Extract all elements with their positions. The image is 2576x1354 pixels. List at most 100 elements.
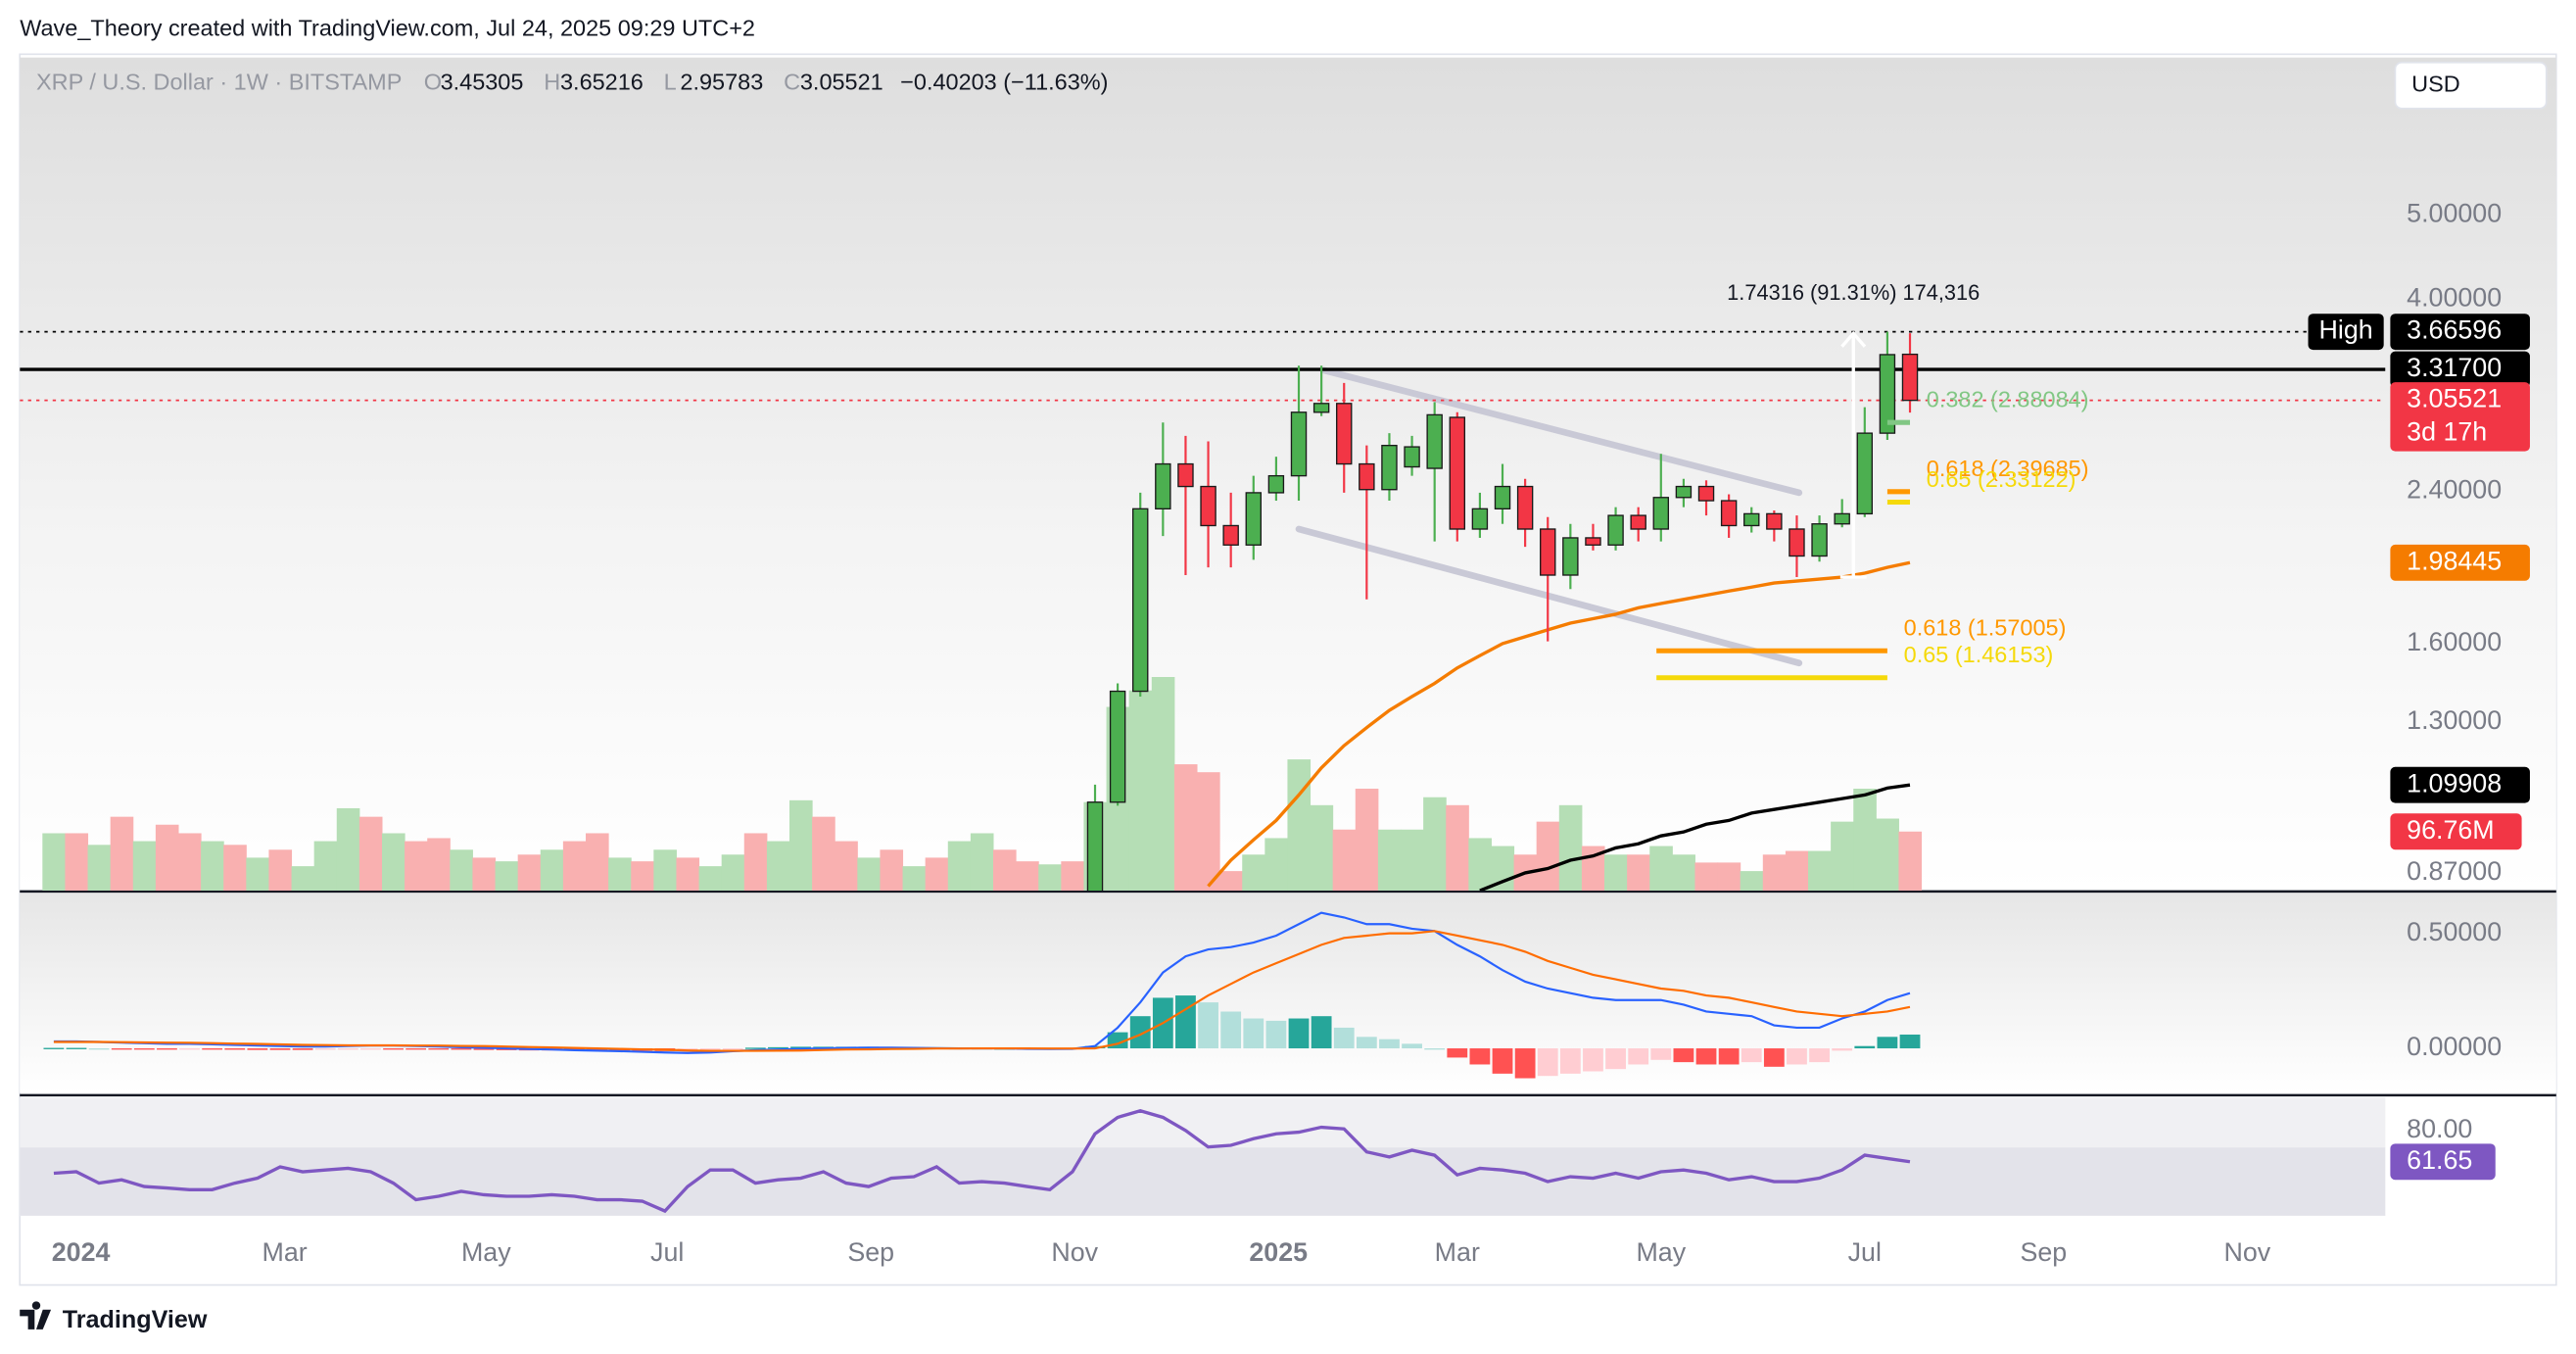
volume-bar — [405, 841, 428, 892]
volume-bar — [789, 799, 813, 892]
volume-bar — [381, 833, 405, 892]
macd-histogram-bar — [1583, 1048, 1603, 1072]
y-tick-label: 2.40000 — [2407, 474, 2502, 504]
volume-bar — [1401, 829, 1424, 892]
volume-bar — [495, 861, 519, 892]
volume-bar — [450, 849, 473, 892]
volume-bar — [1468, 838, 1492, 892]
volume-bar — [1173, 764, 1198, 892]
macd-histogram-bar — [224, 1048, 246, 1050]
price-layer — [20, 330, 2386, 892]
candle-body — [1697, 485, 1715, 502]
volume-bar — [336, 807, 360, 892]
y-tick-label: 1.60000 — [2407, 627, 2502, 656]
fib-label: 0.618 (1.57005) — [1904, 615, 2067, 641]
macd-histogram-bar — [1741, 1048, 1762, 1063]
volume-bar — [631, 861, 654, 892]
volume-label-box — [2390, 813, 2522, 850]
volume-bar — [1242, 854, 1265, 892]
volume-bar — [201, 841, 224, 892]
macd-pane-bg — [20, 892, 2556, 1093]
macd-histogram-bar — [337, 1048, 358, 1050]
volume-bar — [857, 857, 881, 892]
candle-body — [1494, 485, 1511, 510]
macd-histogram-bar — [790, 1046, 811, 1049]
legend-change: −0.40203 (−11.63%) — [900, 70, 1108, 95]
volume-layer — [42, 677, 1923, 892]
measure-arrow — [1840, 330, 1867, 348]
macd-histogram-bar — [157, 1048, 177, 1050]
volume-bar — [766, 841, 790, 892]
macd-histogram-bar — [1628, 1048, 1649, 1065]
macd-histogram-bar — [1854, 1045, 1876, 1049]
volume-bar — [993, 849, 1017, 892]
currency-label[interactable]: USD — [2411, 71, 2460, 96]
level-name: High — [2319, 315, 2373, 345]
price-label: 3.31700 — [2407, 353, 2502, 382]
volume-bar — [1151, 677, 1175, 892]
macd-histogram-bar — [428, 1048, 450, 1050]
macd-histogram-bar — [587, 1048, 607, 1051]
candle-body — [1449, 416, 1466, 530]
fib-label: 0.65 (2.33122) — [1927, 466, 2076, 492]
legend-title: XRP / U.S. Dollar · 1W · BITSTAMP — [36, 70, 402, 95]
volume-bar — [1876, 818, 1899, 892]
candle-body — [1789, 528, 1805, 557]
volume-bar — [177, 833, 202, 892]
x-tick-label: Jul — [1848, 1237, 1882, 1267]
volume-bar — [223, 845, 247, 892]
volume-bar — [1197, 772, 1220, 892]
price-label-box — [2390, 314, 2530, 351]
fib-label: 0.618 (2.39685) — [1927, 456, 2089, 481]
candle-body — [1516, 485, 1534, 530]
macd-histogram-bar — [1763, 1048, 1785, 1067]
volume-bar — [1219, 871, 1243, 892]
volume-bar — [902, 866, 927, 892]
volume-bar — [1536, 821, 1560, 892]
candle-body — [1630, 514, 1646, 530]
x-tick-label: Mar — [262, 1237, 308, 1267]
price-label: 3.66596 — [2407, 315, 2502, 345]
volume-bar — [42, 833, 66, 892]
macd-histogram-bar — [1265, 1020, 1287, 1049]
currency-button[interactable] — [2394, 61, 2548, 110]
price-label-box — [2390, 351, 2530, 388]
volume-bar — [925, 857, 949, 892]
rsi-label: 61.65 — [2407, 1145, 2472, 1175]
channel-line — [1320, 366, 1803, 497]
macd-histogram-bar — [314, 1048, 336, 1050]
candle-body — [1652, 497, 1670, 530]
candle-body — [1720, 500, 1738, 527]
macd-histogram-bar — [1605, 1048, 1626, 1070]
volume-bar — [155, 824, 179, 892]
macd-histogram-bar — [1129, 1016, 1151, 1049]
volume-bar — [1377, 829, 1402, 892]
volume-bar — [1627, 854, 1650, 892]
ma-label: 1.98445 — [2407, 546, 2502, 575]
volume-bar — [110, 816, 134, 892]
x-tick-label: Jul — [650, 1237, 684, 1267]
volume-bar — [1287, 759, 1312, 892]
volume-bar — [1332, 829, 1357, 892]
moving-average — [1479, 783, 1911, 892]
x-tick-label: Nov — [1051, 1237, 1098, 1267]
legend-value: 3.45305 — [441, 70, 524, 95]
volume-bar — [1264, 838, 1288, 892]
rsi-line — [53, 1109, 1911, 1214]
fib-label: 0.382 (2.88084) — [1927, 387, 2089, 412]
volume-bar — [608, 857, 632, 892]
measure-label: 1.74316 (91.31%) 174,316 — [1727, 280, 1980, 305]
macd-histogram-bar — [1379, 1039, 1400, 1049]
candle-body — [1359, 462, 1375, 491]
legend-key: C — [784, 70, 800, 95]
candle-body — [1743, 512, 1760, 527]
x-tick-label: May — [1636, 1237, 1686, 1267]
candle-body — [1155, 462, 1171, 510]
volume-bar — [313, 841, 338, 892]
candle-body — [1811, 523, 1828, 557]
macd-histogram-bar — [1243, 1018, 1264, 1049]
candle-body — [1585, 537, 1601, 546]
macd-histogram-bar — [1695, 1048, 1717, 1065]
macd-histogram-bar — [405, 1048, 427, 1050]
volume-bar — [132, 841, 157, 892]
